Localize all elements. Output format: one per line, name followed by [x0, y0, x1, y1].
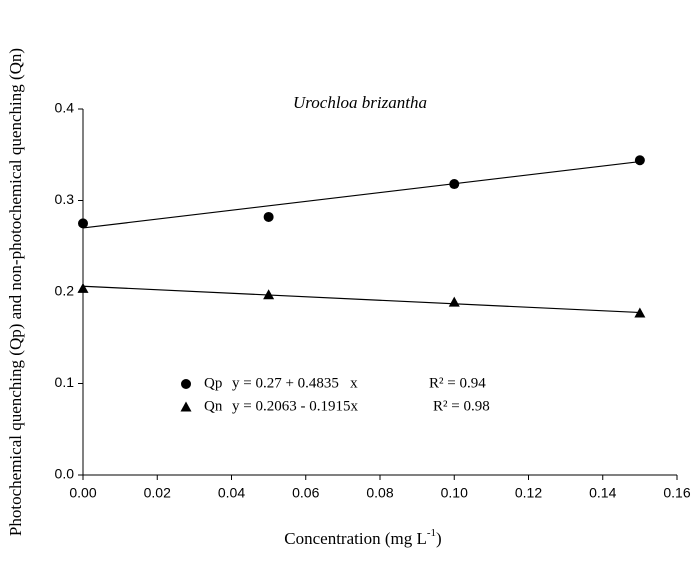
point: [78, 218, 88, 229]
y-tick-label: 0.3: [55, 191, 75, 207]
legend-marker: [181, 379, 191, 389]
legend-r2: R² = 0.94: [429, 375, 486, 391]
x-label-tail: ): [436, 529, 442, 548]
legend-label: Qn: [204, 398, 223, 414]
point: [634, 155, 645, 166]
x-tick-label: 0.02: [144, 485, 171, 501]
legend-marker: [180, 401, 192, 412]
legend-label: Qp: [204, 375, 222, 391]
point: [448, 296, 460, 307]
point: [449, 179, 460, 190]
y-axis-label: Photochemical quenching (Qp) and non-pho…: [6, 48, 25, 536]
point: [263, 289, 275, 300]
x-tick-label: 0.08: [366, 485, 393, 501]
legend-r2: R² = 0.98: [433, 398, 490, 414]
point: [634, 307, 646, 318]
y-tick-label: 0.4: [55, 100, 75, 116]
x-tick-label: 0.12: [515, 485, 542, 501]
x-tick-label: 0.10: [441, 485, 468, 501]
fit-line: [82, 285, 640, 314]
x-axis-label: Concentration (mg L-1): [284, 527, 441, 548]
legend-equation: y = 0.27 + 0.4835 x: [232, 375, 358, 391]
y-tick-label: 0.2: [55, 283, 75, 299]
x-tick-label: 0.14: [589, 485, 616, 501]
legend-equation: y = 0.2063 - 0.1915x: [232, 398, 358, 414]
x-tick-label: 0.06: [292, 485, 319, 501]
x-label-text: Concentration (mg L: [284, 529, 427, 548]
x-tick-label: 0.16: [663, 485, 690, 501]
x-label-sup: -1: [427, 527, 436, 539]
x-tick-label: 0.04: [218, 485, 245, 501]
y-tick-label: 0.0: [55, 466, 75, 482]
point: [263, 211, 274, 222]
point: [77, 282, 89, 293]
x-tick-label: 0.00: [69, 485, 96, 501]
y-tick-label: 0.1: [55, 374, 75, 390]
fit-line: [82, 160, 640, 229]
chart-title: Urochloa brizantha: [293, 93, 427, 112]
